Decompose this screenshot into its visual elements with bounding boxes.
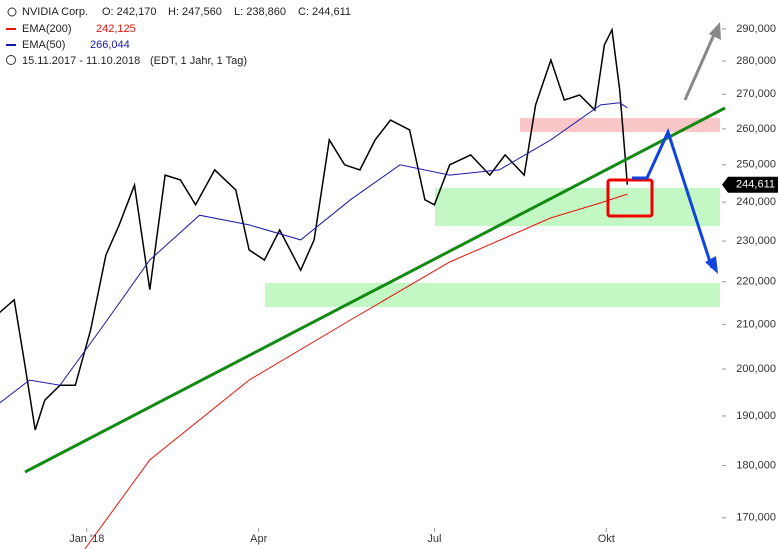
ohlc: C: 244,611 — [298, 6, 351, 18]
arrow-head — [705, 256, 718, 274]
icon — [7, 7, 17, 17]
annotations — [265, 118, 720, 307]
arrow-head — [709, 22, 721, 40]
ohlc: H: 247,560 — [168, 6, 222, 18]
period: 15.11.2017 - 11.10.2018 — [22, 55, 140, 67]
series-line — [84, 193, 628, 549]
price-tag-label: 244,611 — [736, 179, 775, 191]
y-tick-label: 200,000 — [736, 363, 776, 375]
icon — [6, 55, 16, 65]
y-tick-label: 230,000 — [736, 235, 776, 247]
price-tag — [722, 176, 778, 193]
series-line — [0, 27, 629, 431]
y-tick-label: 190,000 — [736, 410, 776, 422]
projection-arrow — [632, 127, 714, 269]
x-tick-label: Jul — [427, 533, 441, 545]
ohlc: L: 238,860 — [234, 6, 286, 18]
y-tick-label: 290,000 — [736, 23, 776, 35]
y-tick-label: 280,000 — [736, 55, 776, 67]
support-zone — [435, 188, 720, 226]
y-tick-label: 260,000 — [736, 123, 776, 135]
period-note: (EDT, 1 Jahr, 1 Tag) — [150, 55, 247, 67]
trendline — [24, 106, 726, 474]
plot — [0, 27, 629, 549]
legend-label: EMA(200) — [22, 23, 72, 35]
y-tick-label: 250,000 — [736, 159, 776, 171]
legend-label: EMA(50) — [22, 39, 65, 51]
y-tick-label: 210,000 — [736, 318, 776, 330]
ohlc: O: 242,170 — [102, 6, 156, 18]
support-zone — [265, 283, 720, 307]
highlight-box — [606, 178, 654, 218]
series-line — [0, 102, 628, 404]
legend-value: 266,044 — [90, 39, 130, 51]
resistance-zone — [520, 118, 720, 132]
y-tick-label: 220,000 — [736, 276, 776, 288]
x-tick-label: Apr — [250, 533, 267, 545]
x-tick-label: Jan '18 — [69, 533, 104, 545]
y-tick-label: 180,000 — [736, 459, 776, 471]
y-tick-label: 170,000 — [736, 512, 776, 524]
y-tick-label: 240,000 — [736, 196, 776, 208]
drawings — [24, 22, 726, 474]
title: NVIDIA Corp. — [22, 6, 88, 18]
x-tick-label: Okt — [598, 533, 615, 545]
legend-value: 242,125 — [96, 23, 136, 35]
header: NVIDIA Corp. O: 242,170 H: 247,560 L: 23… — [6, 6, 351, 67]
y-tick-label: 270,000 — [736, 88, 776, 100]
projection-arrow — [683, 29, 718, 101]
